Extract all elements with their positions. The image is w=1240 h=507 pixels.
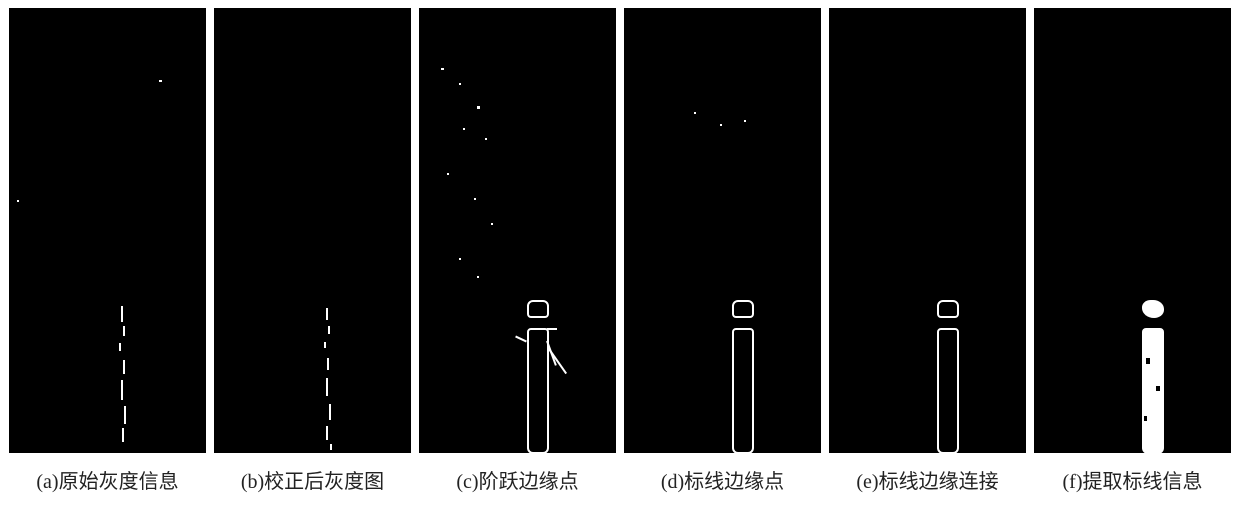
panel-a: (a)原始灰度信息 <box>9 8 206 494</box>
panel-a-caption: (a)原始灰度信息 <box>36 465 178 494</box>
panel-e-image <box>829 8 1026 453</box>
panel-f: (f)提取标线信息 <box>1034 8 1231 494</box>
panel-e: (e)标线边缘连接 <box>829 8 1026 494</box>
panel-c: (c)阶跃边缘点 <box>419 8 616 494</box>
panel-b: (b)校正后灰度图 <box>214 8 411 494</box>
figure-row: (a)原始灰度信息 (b)校正后灰度图 <box>0 0 1240 494</box>
panel-b-image <box>214 8 411 453</box>
panel-d-image <box>624 8 821 453</box>
panel-b-caption: (b)校正后灰度图 <box>241 465 384 494</box>
panel-c-image <box>419 8 616 453</box>
panel-a-image <box>9 8 206 453</box>
panel-f-caption: (f)提取标线信息 <box>1063 465 1203 494</box>
panel-c-caption: (c)阶跃边缘点 <box>456 465 578 494</box>
panel-d-caption: (d)标线边缘点 <box>661 465 784 494</box>
panel-d: (d)标线边缘点 <box>624 8 821 494</box>
panel-f-image <box>1034 8 1231 453</box>
panel-e-caption: (e)标线边缘连接 <box>856 465 998 494</box>
